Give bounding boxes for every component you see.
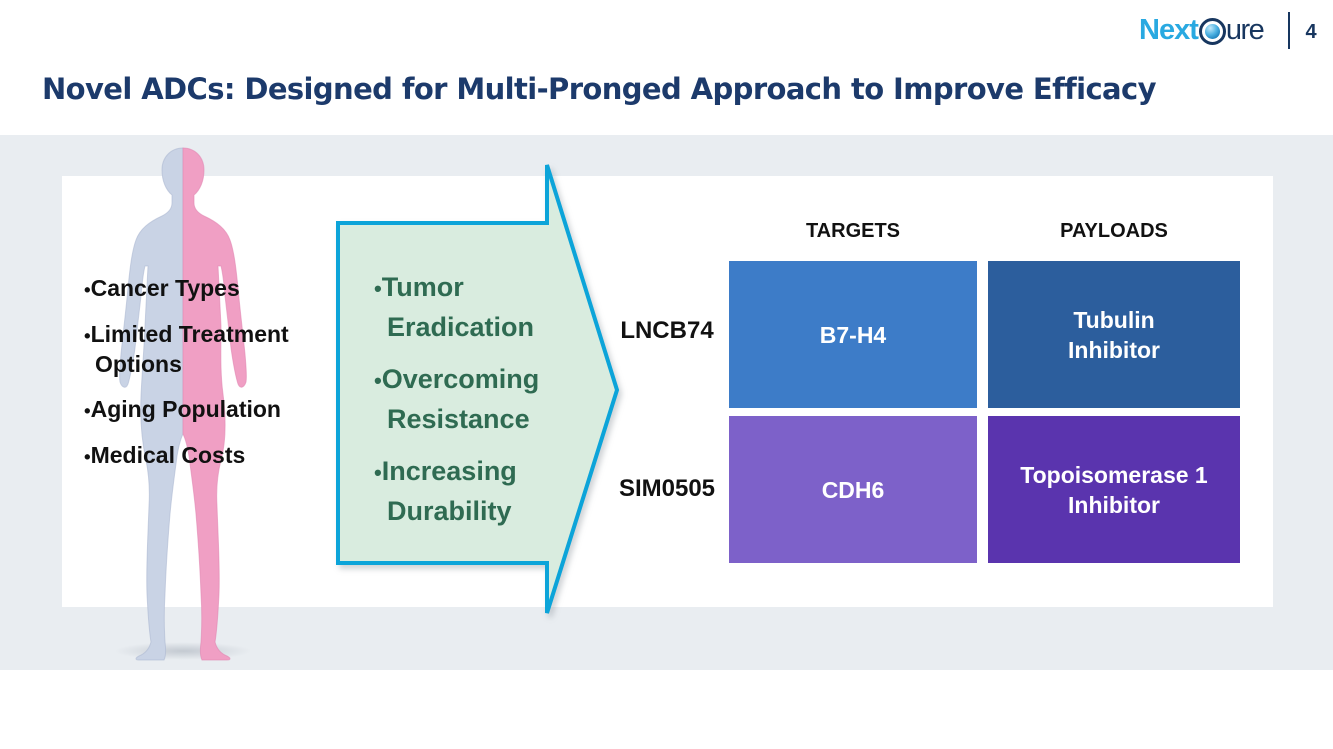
challenge-item: •Aging Population [84, 396, 281, 422]
process-arrow [336, 164, 620, 614]
benefit-item: •Overcoming Resistance [374, 364, 540, 434]
bullet-icon: • [84, 446, 91, 467]
nextcure-logo: Next ure [1139, 12, 1265, 48]
bullet-icon: • [374, 276, 382, 301]
target-cell-row1: B7-H4 [729, 261, 977, 408]
logo-text-next: Next [1139, 13, 1199, 46]
silhouette-right-half [182, 147, 247, 661]
challenge-item: •Limited Treatment Options [84, 321, 289, 377]
logo-sphere-icon [1198, 17, 1226, 45]
arrow-shape [336, 164, 620, 614]
column-header-payloads: PAYLOADS [1060, 220, 1168, 242]
challenge-item: •Medical Costs [84, 442, 246, 468]
page-number: 4 [1305, 21, 1317, 43]
program-label: LNCB74 [620, 317, 714, 344]
payload-cell-row2: Topoisomerase 1 Inhibitor [988, 416, 1240, 563]
payload-cell-row1: Tubulin Inhibitor [988, 261, 1240, 408]
challenge-item: •Cancer Types [84, 275, 240, 301]
benefit-item: •Increasing Durability [374, 456, 517, 526]
human-silhouette-icon [119, 147, 247, 661]
bullet-icon: • [374, 460, 382, 485]
bullet-icon: • [84, 325, 91, 346]
bullet-icon: • [374, 368, 382, 393]
program-label: SIM0505 [618, 475, 716, 502]
target-cell-row2: CDH6 [729, 416, 977, 563]
challenges-list: •Cancer Types •Limited Treatment Options… [84, 274, 322, 487]
benefit-item: •Tumor Eradication [374, 272, 535, 342]
benefits-list: •Tumor Eradication •Overcoming Resistanc… [374, 268, 554, 544]
bullet-icon: • [84, 279, 91, 300]
slide-title: Novel ADCs: Designed for Multi-Pronged A… [42, 72, 1157, 106]
header-divider [1288, 12, 1290, 49]
silhouette-left-half [119, 147, 184, 661]
logo-text-ure: ure [1225, 13, 1265, 46]
bullet-icon: • [84, 400, 91, 421]
column-header-targets: TARGETS [805, 220, 901, 242]
